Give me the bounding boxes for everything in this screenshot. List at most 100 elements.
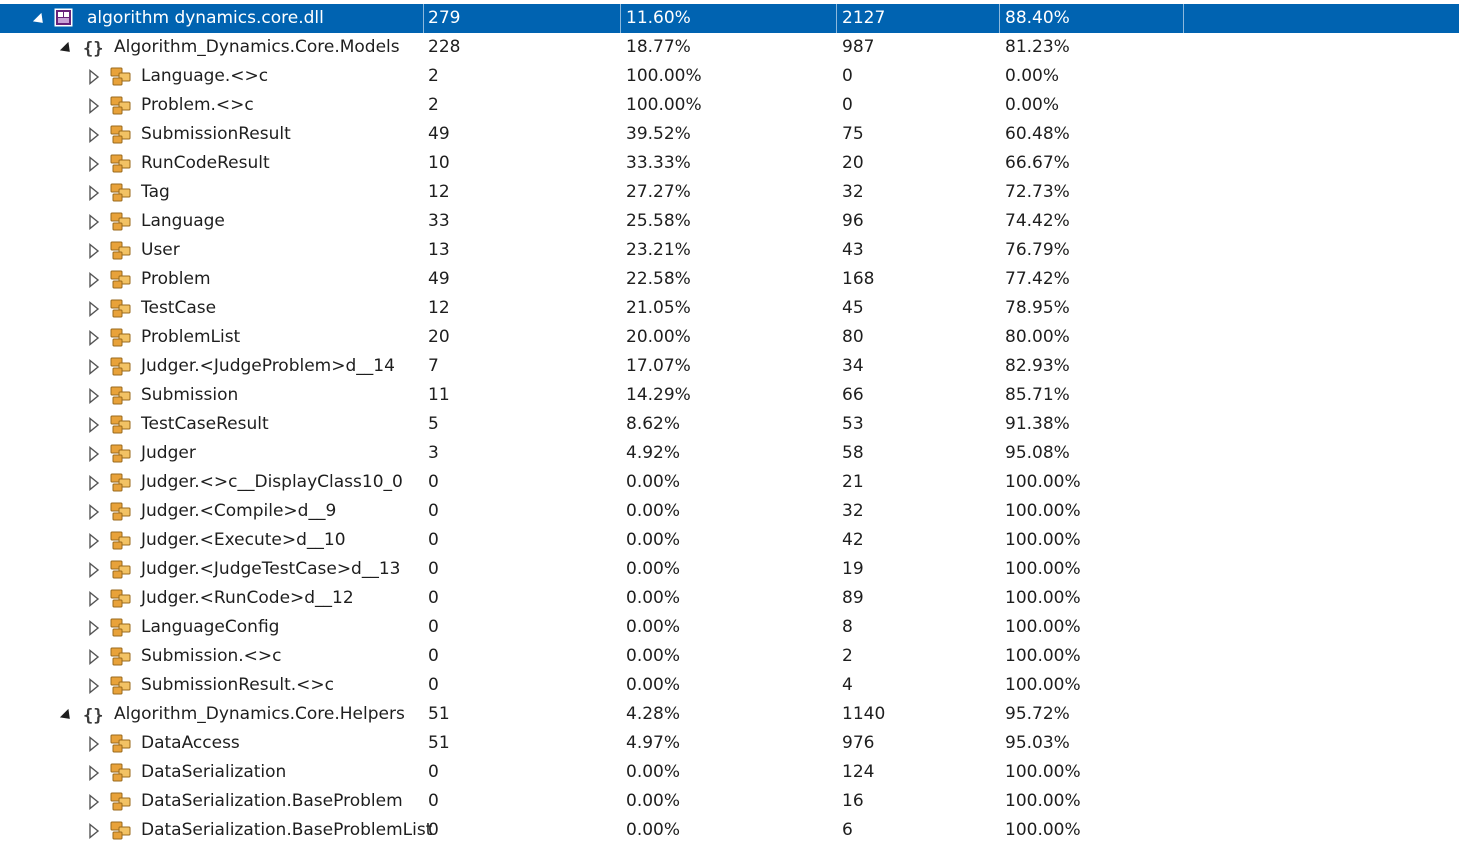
uncovered-blocks-cell: 51 [428,704,450,724]
tree-row-class[interactable]: Judger 3 4.92% 58 95.08% [0,439,1459,468]
collapsed-toggle-icon[interactable] [87,265,101,294]
tree-row-class[interactable]: SubmissionResult.<>c 0 0.00% 4 100.00% [0,671,1459,700]
tree-row-class[interactable]: TestCaseResult 5 8.62% 53 91.38% [0,410,1459,439]
collapsed-toggle-icon[interactable] [87,236,101,265]
covered-percent-cell: 85.71% [1005,385,1070,405]
collapsed-toggle-icon[interactable] [87,381,101,410]
tree-row-namespace[interactable]: {} Algorithm_Dynamics.Core.Helpers 51 4.28%… [0,700,1459,729]
collapsed-toggle-icon[interactable] [87,294,101,323]
collapsed-toggle-icon[interactable] [87,178,101,207]
collapsed-toggle-icon[interactable] [87,642,101,671]
covered-blocks-cell: 6 [842,820,853,840]
uncovered-percent-cell: 11.60% [626,8,691,28]
covered-percent-cell: 74.42% [1005,211,1070,231]
expanded-toggle-icon[interactable] [32,4,48,33]
class-icon [110,327,132,348]
uncovered-blocks-cell: 51 [428,733,450,753]
tree-row-class[interactable]: DataSerialization.BaseProblemList 0 0.00% 6… [0,816,1459,845]
uncovered-blocks-cell: 0 [428,791,439,811]
node-name: Problem.<>c [141,95,254,115]
tree-row-class[interactable]: Problem.<>c 2 100.00% 0 0.00% [0,91,1459,120]
tree-row-class[interactable]: ProblemList 20 20.00% 80 80.00% [0,323,1459,352]
tree-row-class[interactable]: Judger.<JudgeTestCase>d__13 0 0.00% 19 100.0… [0,555,1459,584]
uncovered-blocks-cell: 0 [428,617,439,637]
collapsed-toggle-icon[interactable] [87,613,101,642]
collapsed-toggle-icon[interactable] [87,758,101,787]
tree-row-class[interactable]: DataAccess 51 4.97% 976 95.03% [0,729,1459,758]
tree-row-class[interactable]: Judger.<>c__DisplayClass10_0 0 0.00% 21 100.… [0,468,1459,497]
covered-blocks-cell: 75 [842,124,864,144]
tree-row-class[interactable]: SubmissionResult 49 39.52% 75 60.48% [0,120,1459,149]
covered-blocks-cell: 168 [842,269,875,289]
collapsed-toggle-icon[interactable] [87,62,101,91]
tree-row-class[interactable]: Judger.<Execute>d__10 0 0.00% 42 100.00% [0,526,1459,555]
node-name: Judger.<>c__DisplayClass10_0 [141,472,403,492]
covered-blocks-cell: 58 [842,443,864,463]
collapsed-toggle-icon[interactable] [87,323,101,352]
collapsed-toggle-icon[interactable] [87,91,101,120]
tree-row-class[interactable]: Submission 11 14.29% 66 85.71% [0,381,1459,410]
tree-row-class[interactable]: LanguageConfig 0 0.00% 8 100.00% [0,613,1459,642]
tree-row-class[interactable]: Judger.<RunCode>d__12 0 0.00% 89 100.00% [0,584,1459,613]
tree-row-class[interactable]: Problem 49 22.58% 168 77.42% [0,265,1459,294]
tree-row-assembly[interactable]: algorithm dynamics.core.dll 279 11.60% 2127… [0,4,1459,33]
tree-row-class[interactable]: RunCodeResult 10 33.33% 20 66.67% [0,149,1459,178]
covered-blocks-cell: 21 [842,472,864,492]
tree-row-namespace[interactable]: {} Algorithm_Dynamics.Core.Models 228 18.77… [0,33,1459,62]
uncovered-percent-cell: 0.00% [626,820,681,840]
covered-blocks-cell: 16 [842,791,864,811]
expanded-toggle-icon[interactable] [59,33,75,62]
uncovered-percent-cell: 0.00% [626,617,681,637]
uncovered-percent-cell: 8.62% [626,414,681,434]
collapsed-toggle-icon[interactable] [87,555,101,584]
uncovered-percent-cell: 33.33% [626,153,691,173]
tree-row-class[interactable]: Judger.<Compile>d__9 0 0.00% 32 100.00% [0,497,1459,526]
tree-row-class[interactable]: User 13 23.21% 43 76.79% [0,236,1459,265]
collapsed-toggle-icon[interactable] [87,729,101,758]
collapsed-toggle-icon[interactable] [87,149,101,178]
covered-percent-cell: 91.38% [1005,414,1070,434]
collapsed-toggle-icon[interactable] [87,410,101,439]
tree-row-class[interactable]: Language 33 25.58% 96 74.42% [0,207,1459,236]
collapsed-toggle-icon[interactable] [87,120,101,149]
class-icon [110,240,132,261]
collapsed-toggle-icon[interactable] [87,816,101,845]
collapsed-toggle-icon[interactable] [87,671,101,700]
class-icon [110,559,132,580]
uncovered-blocks-cell: 12 [428,182,450,202]
uncovered-percent-cell: 0.00% [626,559,681,579]
uncovered-blocks-cell: 0 [428,646,439,666]
collapsed-toggle-icon[interactable] [87,497,101,526]
node-name: SubmissionResult [141,124,291,144]
uncovered-percent-cell: 22.58% [626,269,691,289]
collapsed-toggle-icon[interactable] [87,352,101,381]
column-divider [999,4,1000,33]
class-icon [110,385,132,406]
covered-blocks-cell: 20 [842,153,864,173]
tree-row-class[interactable]: DataSerialization 0 0.00% 124 100.00% [0,758,1459,787]
covered-percent-cell: 88.40% [1005,8,1070,28]
class-icon [110,791,132,812]
collapsed-toggle-icon[interactable] [87,468,101,497]
class-icon [110,617,132,638]
tree-row-class[interactable]: Language.<>c 2 100.00% 0 0.00% [0,62,1459,91]
uncovered-percent-cell: 4.92% [626,443,681,463]
collapsed-toggle-icon[interactable] [87,439,101,468]
covered-percent-cell: 100.00% [1005,472,1081,492]
tree-row-class[interactable]: Tag 12 27.27% 32 72.73% [0,178,1459,207]
node-name: ProblemList [141,327,241,347]
uncovered-blocks-cell: 13 [428,240,450,260]
expanded-toggle-icon[interactable] [59,700,75,729]
collapsed-toggle-icon[interactable] [87,207,101,236]
covered-percent-cell: 100.00% [1005,530,1081,550]
collapsed-toggle-icon[interactable] [87,526,101,555]
tree-row-class[interactable]: TestCase 12 21.05% 45 78.95% [0,294,1459,323]
covered-percent-cell: 66.67% [1005,153,1070,173]
tree-row-class[interactable]: Judger.<JudgeProblem>d__14 7 17.07% 34 82.93… [0,352,1459,381]
collapsed-toggle-icon[interactable] [87,787,101,816]
tree-row-class[interactable]: Submission.<>c 0 0.00% 2 100.00% [0,642,1459,671]
collapsed-toggle-icon[interactable] [87,584,101,613]
class-icon [110,472,132,493]
class-icon [110,588,132,609]
tree-row-class[interactable]: DataSerialization.BaseProblem 0 0.00% 16 100… [0,787,1459,816]
